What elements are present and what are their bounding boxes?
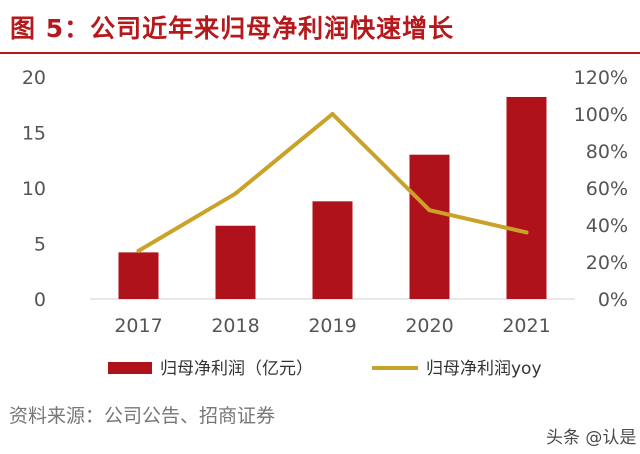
x-tick-label: 2017 (114, 315, 162, 337)
yoy-point-2017 (136, 248, 141, 253)
bar-series (118, 96, 547, 299)
yoy-point-2019 (330, 112, 335, 116)
bar-2020 (409, 154, 450, 299)
left-tick-label: 0 (34, 289, 46, 311)
right-tick-label: 120% (574, 67, 628, 89)
legend: 归母净利润（亿元） 归母净利润yoy (108, 359, 542, 379)
title-divider (0, 52, 640, 54)
legend-bar-swatch (108, 362, 152, 374)
x-tick-label: 2021 (502, 315, 550, 337)
right-tick-label: 100% (574, 104, 628, 126)
x-tick-label: 2018 (211, 315, 259, 337)
x-tick-label: 2020 (405, 315, 453, 337)
x-tick-label: 2019 (308, 315, 356, 337)
watermark: 头条 @认是 (546, 428, 637, 448)
right-tick-label: 0% (598, 289, 628, 311)
source-note: 资料来源：公司公告、招商证券 (9, 405, 276, 427)
line-series (136, 112, 529, 253)
yoy-point-2018 (233, 191, 238, 196)
left-tick-label: 5 (34, 234, 46, 256)
x-axis: 2017 2018 2019 2020 2021 (114, 315, 550, 337)
yoy-point-2020 (427, 208, 432, 213)
right-tick-label: 20% (586, 252, 628, 274)
right-tick-label: 60% (586, 178, 628, 200)
legend-bar-label: 归母净利润（亿元） (160, 359, 313, 379)
bar-2019 (312, 201, 353, 299)
chart: 0 5 10 15 20 0% 20% 40% 60% 80% 100% 120% 2017 2018… (22, 67, 628, 379)
left-tick-label: 20 (22, 67, 46, 89)
left-axis: 0 5 10 15 20 (22, 67, 46, 311)
bar-2017 (118, 252, 159, 299)
right-tick-label: 80% (586, 141, 628, 163)
bar-2018 (215, 225, 256, 299)
legend-line-label: 归母净利润yoy (426, 359, 542, 379)
left-tick-label: 10 (22, 178, 46, 200)
yoy-point-2021 (524, 230, 529, 235)
right-tick-label: 40% (586, 215, 628, 237)
right-axis: 0% 20% 40% 60% 80% 100% 120% (574, 67, 628, 311)
left-tick-label: 15 (22, 123, 46, 145)
bar-2021 (506, 96, 547, 299)
chart-title: 图 5：公司近年来归母净利润快速增长 (10, 14, 455, 43)
